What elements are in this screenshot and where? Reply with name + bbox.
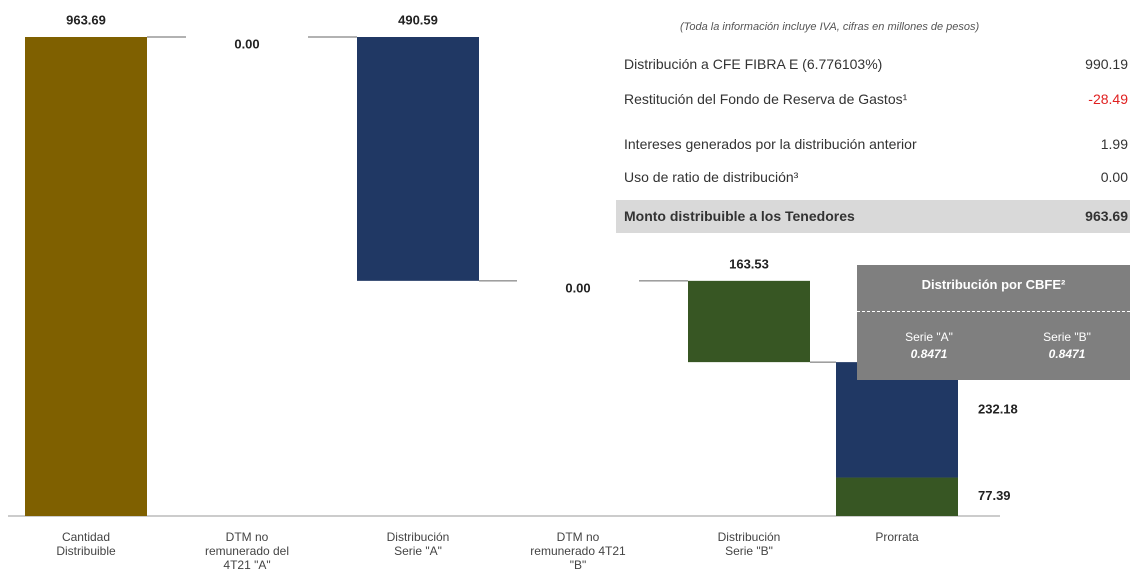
series-name: Serie "A" — [905, 330, 953, 344]
row-label: Intereses generados por la distribución … — [624, 136, 917, 152]
row-value: 0.00 — [1100, 169, 1128, 185]
row-value: 1.99 — [1100, 136, 1128, 152]
value-label: 0.00 — [234, 36, 259, 51]
segment-label: 232.18 — [978, 401, 1018, 416]
box-title: Distribución por CBFE² — [921, 277, 1066, 292]
table-total: Monto distribuible a los Tenedores 963.69 — [616, 200, 1130, 233]
table-row: Restitución del Fondo de Reserva de Gast… — [616, 83, 1130, 116]
x-tick-label: DTM no remunerado 4T21 "B" — [530, 530, 626, 572]
separator — [857, 311, 1130, 312]
segment-label: 77.39 — [978, 488, 1011, 503]
table-row: Intereses generados por la distribución … — [616, 128, 1130, 161]
bar — [357, 37, 479, 281]
series-value: 0.8471 — [1048, 347, 1086, 361]
box-column: Serie "B" 0.8471 — [1017, 329, 1117, 363]
row-label: Uso de ratio de distribución³ — [624, 169, 799, 185]
total-value: 963.69 — [1085, 208, 1128, 224]
row-label: Restitución del Fondo de Reserva de Gast… — [624, 91, 908, 107]
x-tick-label: Distribución Serie "B" — [717, 530, 781, 558]
series-name: Serie "B" — [1043, 330, 1091, 344]
series-value: 0.8471 — [910, 347, 948, 361]
value-label: 490.59 — [398, 12, 438, 27]
value-label: 163.53 — [729, 256, 769, 271]
row-value: -28.49 — [1088, 91, 1128, 107]
total-label: Monto distribuible a los Tenedores — [624, 208, 855, 224]
stack-segment — [836, 362, 958, 478]
note: (Toda la información incluye IVA, cifras… — [680, 21, 980, 33]
table-row: Distribución a CFE FIBRA E (6.776103%) 99… — [616, 48, 1130, 81]
row-value: 990.19 — [1085, 56, 1128, 72]
stack-segment — [836, 477, 958, 516]
row-label: Distribución a CFE FIBRA E (6.776103%) — [624, 56, 883, 72]
table-row: Uso de ratio de distribución³ 0.00 — [616, 161, 1130, 194]
box-column: Serie "A" 0.8471 — [879, 329, 979, 363]
x-tick-label: Cantidad Distribuible — [56, 530, 116, 558]
cbfe-box: Distribución por CBFE² Serie "A" 0.8471 S… — [857, 265, 1130, 380]
bar — [25, 37, 147, 516]
x-tick-label: DTM no remunerado del 4T21 "A" — [204, 530, 290, 572]
value-label: 0.00 — [565, 280, 590, 295]
value-label: 963.69 — [66, 12, 106, 27]
bar — [688, 280, 810, 363]
x-tick-label: Prorrata — [875, 530, 919, 544]
x-tick-label: Distribución Serie "A" — [386, 530, 450, 558]
